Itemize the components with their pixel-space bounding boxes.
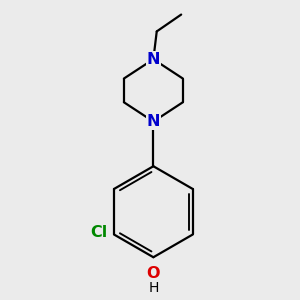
Text: O: O xyxy=(147,266,160,281)
Text: H: H xyxy=(149,281,159,295)
Text: N: N xyxy=(147,52,160,67)
Text: N: N xyxy=(147,114,160,129)
Text: Cl: Cl xyxy=(90,225,107,240)
